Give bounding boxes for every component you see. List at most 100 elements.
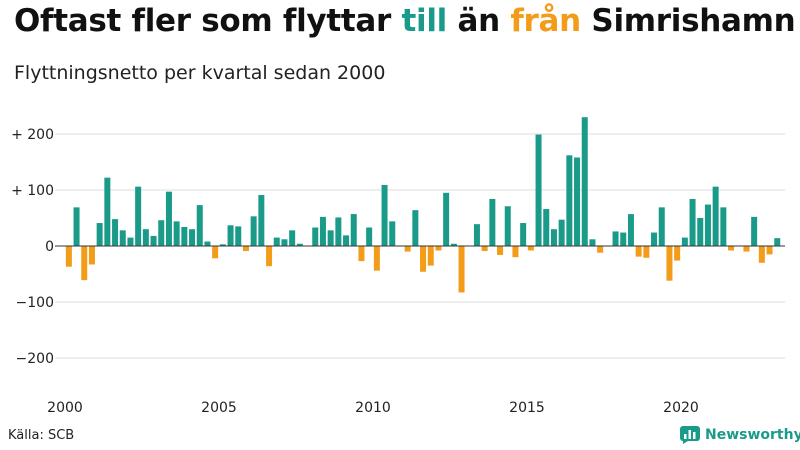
bar — [335, 217, 342, 246]
bar — [658, 207, 665, 246]
x-tick-label: 2015 — [509, 400, 545, 416]
bar — [758, 246, 765, 263]
bar — [319, 216, 326, 246]
bar — [266, 246, 273, 267]
bar — [65, 246, 72, 267]
bar — [212, 246, 219, 259]
bar — [481, 246, 488, 252]
bar — [681, 237, 688, 246]
bar — [327, 230, 334, 246]
bar — [358, 246, 365, 262]
bar-chart-logo-icon — [680, 426, 700, 444]
bar — [373, 246, 380, 271]
bar — [728, 246, 735, 251]
bar — [558, 219, 565, 246]
bar — [273, 237, 280, 246]
bar — [389, 221, 396, 246]
bar — [204, 241, 211, 246]
bar — [404, 246, 411, 252]
bar — [235, 226, 242, 246]
gridlines — [55, 133, 785, 359]
bar — [119, 230, 126, 246]
bar — [150, 235, 157, 246]
bar — [497, 246, 504, 255]
title-part-3: Simrishamn — [580, 3, 796, 39]
bar — [535, 134, 542, 246]
bar — [751, 216, 758, 246]
bar — [443, 192, 450, 246]
bar — [566, 155, 573, 246]
brand-logo: Newsworthy — [680, 426, 800, 444]
bar — [343, 235, 350, 246]
axes: + 200 + 100 0 −100 −200 2000 2005 2010 2015 2020 — [11, 127, 785, 416]
bar — [543, 209, 550, 246]
bar — [127, 237, 134, 246]
bar — [366, 227, 373, 246]
title-negative-word: från — [510, 3, 581, 39]
x-tick-label: 2020 — [663, 400, 699, 416]
bar — [296, 243, 303, 246]
bar — [381, 184, 388, 246]
bar — [412, 210, 419, 246]
bar — [527, 246, 534, 251]
bar — [581, 117, 588, 246]
bar — [112, 219, 119, 246]
bar — [96, 223, 103, 246]
bar — [689, 198, 696, 246]
y-tick-label: −200 — [16, 351, 54, 367]
bar — [635, 246, 642, 257]
bar — [181, 226, 188, 246]
bar — [350, 214, 357, 246]
title-positive-word: till — [401, 3, 447, 39]
bar — [289, 230, 296, 246]
bar — [450, 243, 457, 246]
bar — [774, 238, 781, 246]
bar — [720, 207, 727, 246]
bar — [520, 223, 527, 246]
source-note: Källa: SCB — [8, 428, 75, 443]
bar — [258, 195, 265, 246]
bar — [189, 229, 196, 246]
bar — [427, 246, 434, 266]
bar — [504, 206, 511, 246]
bar — [250, 216, 257, 246]
bar — [88, 246, 95, 265]
bar — [81, 246, 88, 281]
bar — [196, 205, 203, 246]
bar — [651, 232, 658, 246]
bar — [165, 191, 172, 246]
bar — [704, 204, 711, 246]
bar — [620, 232, 627, 246]
bar — [589, 239, 596, 246]
bar — [473, 224, 480, 246]
bar — [550, 229, 557, 246]
bar — [420, 246, 427, 272]
bar — [281, 239, 288, 246]
bar — [142, 229, 149, 246]
bar — [743, 246, 750, 252]
bar — [766, 246, 773, 255]
bar — [219, 244, 226, 246]
bar — [227, 225, 234, 246]
bar — [512, 246, 519, 258]
bar — [435, 246, 442, 251]
bar — [458, 246, 465, 293]
x-tick-label: 2005 — [201, 400, 237, 416]
chart-subtitle: Flyttningsnetto per kvartal sedan 2000 — [14, 62, 386, 84]
bar — [173, 221, 180, 246]
bar — [104, 177, 111, 246]
bar — [574, 157, 581, 246]
chart-title: Oftast fler som flyttar till än från Sim… — [14, 3, 796, 39]
bar — [712, 186, 719, 246]
y-tick-label: + 200 — [11, 127, 54, 143]
bar — [242, 246, 249, 252]
bar — [73, 207, 80, 246]
bar — [674, 246, 681, 261]
bar — [643, 246, 650, 258]
x-tick-label: 2000 — [47, 400, 83, 416]
bar — [489, 198, 496, 246]
bar — [158, 220, 165, 246]
bar — [697, 218, 704, 246]
bar — [612, 231, 619, 246]
